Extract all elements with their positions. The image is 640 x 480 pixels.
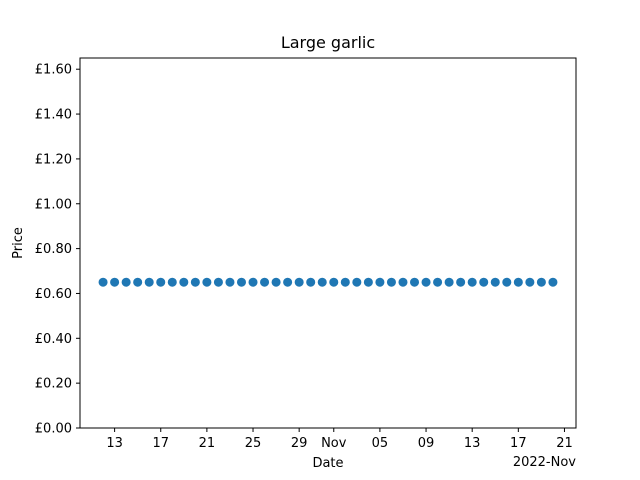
data-point xyxy=(179,277,189,287)
data-point xyxy=(548,277,558,287)
data-point xyxy=(525,277,535,287)
data-point xyxy=(363,277,373,287)
x-tick-label: 25 xyxy=(245,436,262,451)
x-axis-ticks: 13 17 21 25 29 Nov 05 09 13 17 21 xyxy=(106,428,573,451)
data-point xyxy=(502,277,512,287)
data-point xyxy=(340,277,350,287)
plot-frame xyxy=(79,57,577,429)
data-point xyxy=(456,277,466,287)
data-point xyxy=(294,277,304,287)
data-points xyxy=(98,277,558,287)
data-point xyxy=(248,277,258,287)
x-tick-label: 21 xyxy=(199,436,216,451)
data-point xyxy=(375,277,385,287)
data-point xyxy=(386,277,396,287)
data-point xyxy=(283,277,293,287)
data-point xyxy=(513,277,523,287)
data-point xyxy=(317,277,327,287)
y-tick-label: £0.40 xyxy=(35,332,72,347)
y-axis-ticks: £0.00 £0.20 £0.40 £0.60 £0.80 £1.00 £1.20 £1.40… xyxy=(35,63,80,437)
y-tick-label: £0.20 xyxy=(35,377,72,392)
x-tick-label: 13 xyxy=(106,436,123,451)
x-axis-offset-label: 2022-Nov xyxy=(513,455,576,470)
data-point xyxy=(536,277,546,287)
data-point xyxy=(202,277,212,287)
y-tick-label: £0.60 xyxy=(35,287,72,302)
data-point xyxy=(421,277,431,287)
x-tick-label: 21 xyxy=(556,436,573,451)
x-tick-label: Nov xyxy=(321,436,347,451)
data-point xyxy=(479,277,489,287)
chart-title: Large garlic xyxy=(281,33,375,52)
data-point xyxy=(167,277,177,287)
y-tick-label: £1.60 xyxy=(35,63,72,78)
data-point xyxy=(121,277,131,287)
data-point xyxy=(213,277,223,287)
data-point xyxy=(271,277,281,287)
y-tick-label: £1.40 xyxy=(35,108,72,123)
x-tick-label: 09 xyxy=(418,436,435,451)
y-axis-title: Price xyxy=(11,227,26,259)
data-point xyxy=(133,277,143,287)
data-point xyxy=(156,277,166,287)
data-point xyxy=(398,277,408,287)
x-tick-label: 05 xyxy=(372,436,389,451)
data-point xyxy=(329,277,339,287)
data-point xyxy=(352,277,362,287)
data-point xyxy=(467,277,477,287)
data-point xyxy=(306,277,316,287)
data-point xyxy=(444,277,454,287)
data-point xyxy=(433,277,443,287)
x-axis-title: Date xyxy=(312,456,343,471)
y-tick-label: £0.80 xyxy=(35,242,72,257)
x-tick-label: 17 xyxy=(510,436,527,451)
data-point xyxy=(410,277,420,287)
data-point xyxy=(260,277,270,287)
data-point xyxy=(225,277,235,287)
data-point xyxy=(490,277,500,287)
x-tick-label: 29 xyxy=(291,436,308,451)
data-point xyxy=(236,277,246,287)
y-tick-label: £0.00 xyxy=(35,422,72,437)
data-point xyxy=(98,277,108,287)
y-tick-label: £1.20 xyxy=(35,152,72,167)
data-point xyxy=(190,277,200,287)
data-point xyxy=(144,277,154,287)
x-tick-label: 17 xyxy=(152,436,169,451)
x-tick-label: 13 xyxy=(464,436,481,451)
data-point xyxy=(110,277,120,287)
y-tick-label: £1.00 xyxy=(35,197,72,212)
